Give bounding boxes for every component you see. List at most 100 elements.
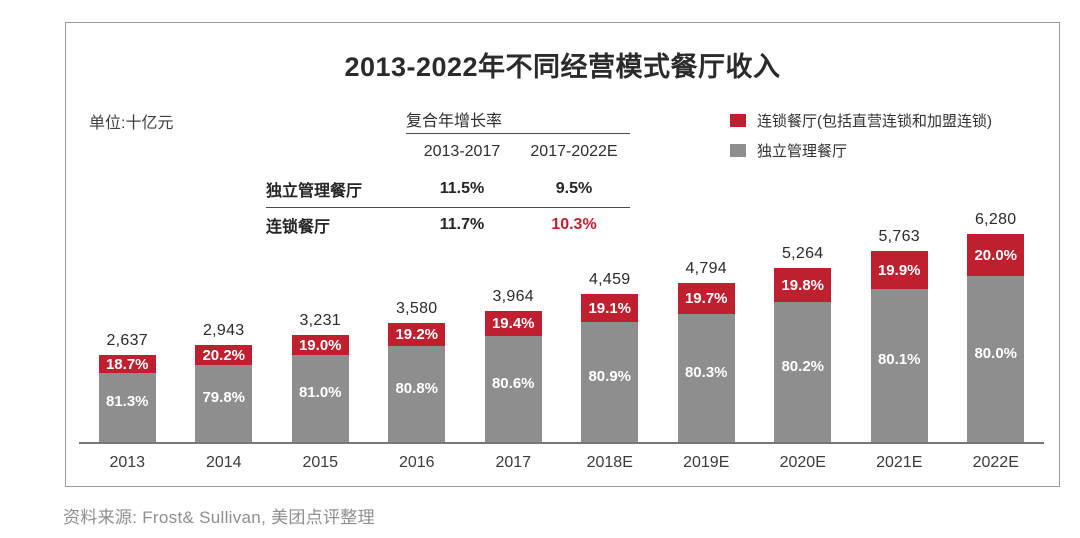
bar-total-label: 5,264 <box>781 245 824 262</box>
chart-title: 2013-2022年不同经营模式餐厅收入 <box>344 52 781 82</box>
chain-percent-label: 19.4% <box>491 315 535 332</box>
bar-segment-chain: 20.0% <box>967 234 1025 276</box>
cagr-col-header-2: 2017-2022E <box>530 143 618 160</box>
independent-percent-label: 80.1% <box>877 351 921 368</box>
bar-segment-chain: 19.0% <box>291 335 349 355</box>
stacked-bar: 20.2% 79.8% <box>195 345 253 442</box>
stacked-bar: 20.0% 80.0% <box>967 234 1025 442</box>
unit-label: 单位:十亿元 <box>89 115 174 132</box>
bar-group-2018E: 4,459 19.1% 80.9% <box>562 154 659 442</box>
x-axis-label-2020E: 2020E <box>779 454 826 471</box>
cagr-row-label-chain: 连锁餐厅 <box>266 219 331 236</box>
independent-percent-label: 81.3% <box>105 393 149 410</box>
bar-segment-independent: 80.1% <box>870 289 928 442</box>
cagr-value-chain-1: 11.7% <box>439 216 485 233</box>
x-axis-label-2013: 2013 <box>109 454 146 471</box>
chain-legend-swatch-icon <box>730 114 746 127</box>
x-axis-label-2022E: 2022E <box>972 454 1019 471</box>
stacked-bar: 19.8% 80.2% <box>774 268 832 442</box>
x-axis-labels: 2013 2014 2015 2016 2017 2018E 2019E 2020E 2021E… <box>79 452 1044 472</box>
chain-percent-label: 19.7% <box>684 290 728 307</box>
independent-percent-label: 80.0% <box>974 344 1018 362</box>
bar-segment-chain: 19.7% <box>677 283 735 314</box>
chain-percent-label: 19.8% <box>781 276 825 294</box>
bar-total-label: 6,280 <box>974 211 1017 228</box>
source-note: 资料来源: Frost& Sullivan, 美团点评整理 <box>63 508 375 527</box>
x-axis-label-2019E: 2019E <box>683 454 730 471</box>
bar-group-2015: 3,231 19.0% 81.0% <box>272 154 369 442</box>
bar-segment-independent: 80.6% <box>484 336 542 442</box>
independent-percent-label: 81.0% <box>298 384 342 401</box>
bar-group-2021E: 5,763 19.9% 80.1% <box>851 154 948 442</box>
stacked-bar: 19.4% 80.6% <box>484 311 542 442</box>
stacked-bar: 19.7% 80.3% <box>677 283 735 442</box>
x-axis-label-2018E: 2018E <box>586 454 633 471</box>
cagr-value-independent-2: 9.5% <box>518 170 630 208</box>
bar-segment-chain: 19.9% <box>870 251 928 289</box>
chain-percent-label: 20.2% <box>202 346 246 364</box>
bar-total-label: 3,231 <box>299 312 342 329</box>
chain-percent-label: 20.0% <box>974 246 1018 264</box>
cagr-row-label-independent: 独立管理餐厅 <box>266 170 406 208</box>
bar-group-2017: 3,964 19.4% 80.6% <box>465 154 562 442</box>
bar-segment-independent: 79.8% <box>195 365 253 442</box>
bar-total-label: 2,943 <box>202 322 245 339</box>
bar-group-2013: 2,637 18.7% 81.3% <box>79 154 176 442</box>
bar-segment-independent: 80.2% <box>774 302 832 442</box>
bar-segment-chain: 19.2% <box>388 323 446 346</box>
bar-segment-chain: 19.1% <box>581 294 639 322</box>
bar-segment-independent: 80.0% <box>967 276 1025 442</box>
x-axis-label-2015: 2015 <box>302 454 339 471</box>
bar-segment-chain: 19.4% <box>484 311 542 336</box>
legend-item-chain: 连锁餐厅(包括直营连锁和加盟连锁) <box>730 110 992 131</box>
independent-percent-label: 80.2% <box>781 357 825 375</box>
bar-segment-independent: 80.9% <box>581 322 639 442</box>
bar-total-label: 5,763 <box>878 228 921 245</box>
cagr-table-title: 复合年增长率 <box>406 107 630 134</box>
cagr-value-chain-2: 10.3% <box>551 216 597 233</box>
chain-percent-label: 19.1% <box>588 299 632 317</box>
bar-total-label: 2,637 <box>106 332 149 349</box>
chain-percent-label: 19.2% <box>395 326 439 343</box>
chart-legend: 连锁餐厅(包括直营连锁和加盟连锁) 独立管理餐厅 <box>730 110 992 161</box>
bar-total-label: 4,794 <box>685 260 728 277</box>
bar-group-2014: 2,943 20.2% 79.8% <box>176 154 273 442</box>
bar-segment-chain: 18.7% <box>98 355 156 373</box>
chart-frame: 2013-2022年不同经营模式餐厅收入 单位:十亿元 复合年增长率 2013-… <box>65 22 1060 487</box>
bar-group-2019E: 4,794 19.7% 80.3% <box>658 154 755 442</box>
stacked-bar: 18.7% 81.3% <box>98 355 156 442</box>
cagr-col-header-1: 2013-2017 <box>423 143 501 160</box>
legend-item-independent: 独立管理餐厅 <box>730 140 992 161</box>
chain-percent-label: 19.9% <box>877 261 921 279</box>
stacked-bar: 19.1% 80.9% <box>581 294 639 442</box>
bar-segment-chain: 19.8% <box>774 268 832 302</box>
bar-total-label: 3,580 <box>395 300 438 317</box>
independent-percent-label: 80.6% <box>491 374 535 392</box>
cagr-empty-cell <box>266 107 406 134</box>
legend-label-independent: 独立管理餐厅 <box>757 143 848 160</box>
bar-segment-independent: 80.3% <box>677 314 735 442</box>
bar-total-label: 4,459 <box>588 271 631 288</box>
chain-percent-label: 19.0% <box>298 336 342 354</box>
bar-total-label: 3,964 <box>492 288 535 305</box>
x-axis-label-2017: 2017 <box>495 454 532 471</box>
bar-segment-independent: 81.3% <box>98 373 156 442</box>
bar-group-2016: 3,580 19.2% 80.8% <box>369 154 466 442</box>
stacked-bar: 19.0% 81.0% <box>291 335 349 442</box>
cagr-table: 复合年增长率 2013-2017 2017-2022E 独立管理餐厅 11.5%… <box>266 107 630 242</box>
x-axis-label-2016: 2016 <box>398 454 435 471</box>
bar-segment-independent: 81.0% <box>291 355 349 442</box>
stacked-bar: 19.2% 80.8% <box>388 323 446 442</box>
x-axis-label-2021E: 2021E <box>876 454 923 471</box>
legend-label-chain: 连锁餐厅(包括直营连锁和加盟连锁) <box>757 113 992 130</box>
bar-group-2020E: 5,264 19.8% 80.2% <box>755 154 852 442</box>
chain-percent-label: 18.7% <box>105 355 149 373</box>
independent-percent-label: 80.9% <box>588 367 632 385</box>
bar-group-2022E: 6,280 20.0% 80.0% <box>948 154 1045 442</box>
independent-percent-label: 79.8% <box>202 389 246 406</box>
independent-percent-label: 80.8% <box>395 379 439 397</box>
independent-percent-label: 80.3% <box>684 363 728 381</box>
stacked-bar: 19.9% 80.1% <box>870 251 928 442</box>
bar-segment-independent: 80.8% <box>388 346 446 442</box>
